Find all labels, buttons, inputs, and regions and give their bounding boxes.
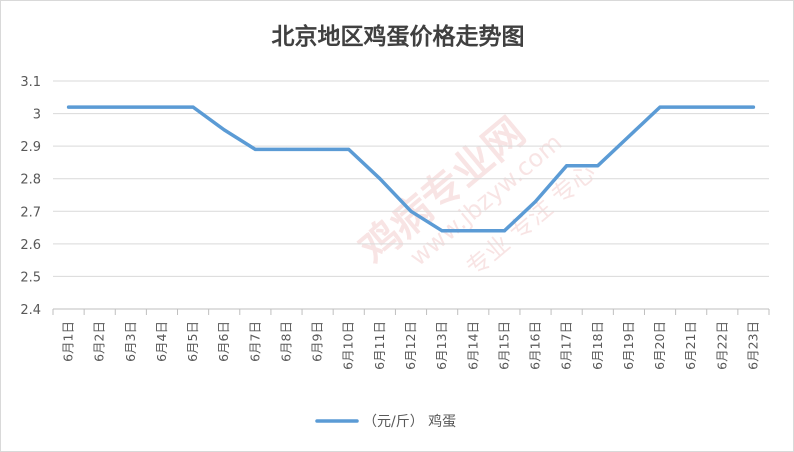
data-point: [347, 147, 351, 151]
data-point: [191, 105, 195, 109]
data-point: [98, 105, 102, 109]
data-point: [222, 128, 226, 132]
x-tick-label: 6月18日: [590, 321, 605, 370]
data-point: [440, 229, 444, 233]
y-tick-label: 2.4: [20, 303, 41, 318]
x-tick-label: 6月5日: [185, 321, 200, 362]
chart-title: 北京地区鸡蛋价格走势图: [272, 23, 525, 50]
data-point: [378, 177, 382, 181]
data-point: [253, 147, 257, 151]
watermark: 鸡病专业网 www.jbzyw.com 专业 专注 专心: [351, 109, 601, 282]
x-tick-label: 6月15日: [496, 321, 511, 370]
x-tick-label: 6月8日: [278, 321, 293, 362]
x-tick-label: 6月4日: [154, 321, 169, 362]
data-point: [67, 105, 71, 109]
y-axis-ticks: 2.4 2.5 2.6 2.7 2.8 2.9 3 3.1: [20, 75, 41, 318]
x-tick-label: 6月2日: [92, 321, 107, 362]
legend-label: （元/斤） 鸡蛋: [363, 413, 456, 430]
y-tick-label: 3: [33, 108, 41, 123]
data-point: [565, 164, 569, 168]
series-group: [66, 105, 756, 233]
data-point: [534, 200, 538, 204]
data-point: [409, 209, 413, 213]
x-tick-label: 6月23日: [745, 321, 760, 370]
x-tick-label: 6月1日: [61, 321, 76, 362]
data-point: [129, 105, 133, 109]
x-tick-label: 6月3日: [123, 321, 138, 362]
x-tick-label: 6月10日: [341, 321, 356, 370]
legend: （元/斤） 鸡蛋: [315, 413, 456, 430]
x-axis-tick-labels: 6月1日 6月2日 6月3日 6月4日 6月5日 6月6日 6月7日 6月8日 6月9日 6月10…: [61, 321, 761, 370]
y-tick-label: 3.1: [20, 75, 41, 90]
x-axis: [52, 308, 770, 315]
x-tick-label: 6月9日: [310, 321, 325, 362]
data-point: [751, 105, 755, 109]
data-point: [627, 134, 631, 138]
x-tick-label: 6月22日: [714, 321, 729, 370]
gridlines: [53, 80, 769, 277]
data-point: [316, 147, 320, 151]
data-point: [471, 229, 475, 233]
data-point: [284, 147, 288, 151]
data-point: [596, 164, 600, 168]
x-tick-label: 6月14日: [465, 321, 480, 370]
data-point: [658, 105, 662, 109]
x-tick-label: 6月6日: [216, 321, 231, 362]
x-tick-label: 6月17日: [559, 321, 574, 370]
y-tick-label: 2.8: [20, 173, 41, 188]
x-tick-label: 6月12日: [403, 321, 418, 370]
x-tick-label: 6月16日: [528, 321, 543, 370]
y-tick-label: 2.5: [20, 270, 41, 285]
x-tick-label: 6月21日: [683, 321, 698, 370]
y-tick-label: 2.9: [20, 140, 41, 155]
y-tick-label: 2.7: [20, 205, 41, 220]
x-tick-label: 6月13日: [434, 321, 449, 370]
data-point: [720, 105, 724, 109]
data-point: [160, 105, 164, 109]
x-tick-label: 6月7日: [247, 321, 262, 362]
x-tick-label: 6月19日: [621, 321, 636, 370]
y-tick-label: 2.6: [20, 238, 41, 253]
data-point: [502, 229, 506, 233]
x-tick-label: 6月11日: [372, 321, 387, 370]
data-point: [689, 105, 693, 109]
x-tick-label: 6月20日: [652, 321, 667, 370]
